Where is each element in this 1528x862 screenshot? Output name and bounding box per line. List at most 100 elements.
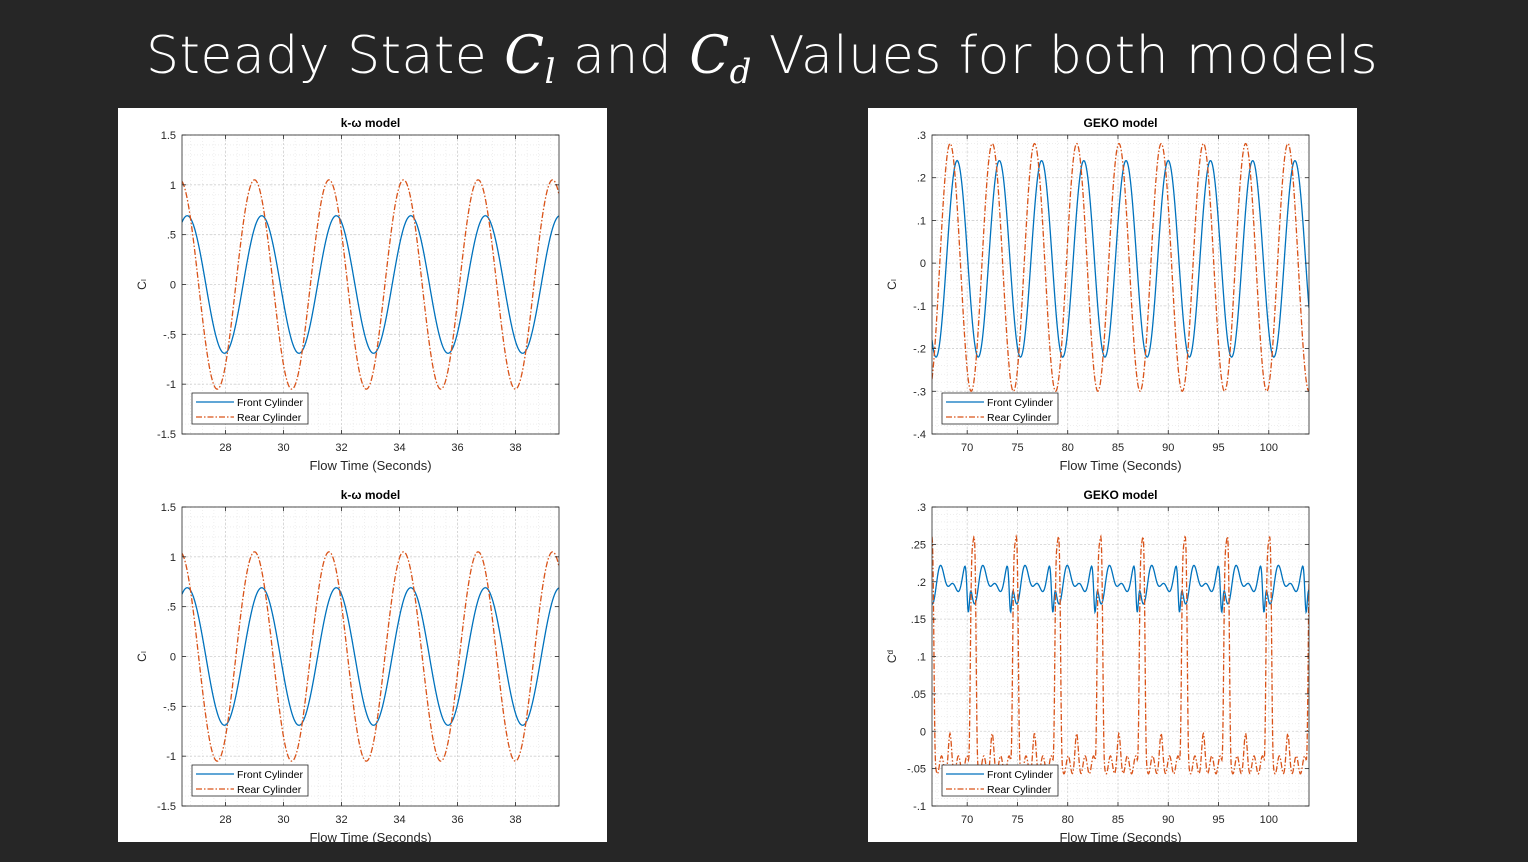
y-tick-label: -1 — [166, 379, 176, 391]
major-grid — [932, 134, 1309, 435]
y-tick-label: -1.5 — [157, 801, 176, 813]
y-tick-label: .2 — [917, 173, 926, 185]
y-tick-label: -.1 — [913, 301, 926, 313]
x-axis-label: Flow Time (Seconds) — [1059, 458, 1181, 473]
chart-title: GEKO model — [1083, 116, 1157, 130]
y-tick-label: .5 — [167, 230, 176, 242]
x-axis-label: Flow Time (Seconds) — [1059, 830, 1181, 845]
x-tick-label: 34 — [393, 814, 405, 826]
y-tick-label: -.5 — [163, 329, 176, 341]
legend-box — [191, 764, 309, 797]
x-tick-label: 90 — [1162, 814, 1174, 826]
y-tick-label: 1 — [170, 180, 176, 192]
x-tick-label: 90 — [1162, 442, 1174, 454]
y-tick-label: 0 — [920, 258, 926, 270]
y-axis-label: Cₗ — [135, 651, 149, 662]
series-line-0 — [932, 159, 1309, 358]
figure-panel-komega: 28 30 32 34 36 38 -1.5 -1 -.5 0.5 1 1.5 k-ω model Flo… — [118, 108, 607, 845]
legend: Front Cylinder Rear Cylinder — [941, 392, 1059, 425]
y-tick-label: .1 — [917, 652, 926, 664]
y-axis-label: Cᵈ — [885, 649, 899, 663]
series-line-1 — [932, 142, 1309, 393]
legend-box — [941, 392, 1059, 425]
y-tick-label: -1 — [166, 751, 176, 763]
x-tick-label: 30 — [277, 814, 289, 826]
x-tick-label: 38 — [509, 814, 521, 826]
y-tick-label: -.5 — [163, 701, 176, 713]
y-tick-label: .5 — [167, 602, 176, 614]
y-axis-label: Cₗ — [135, 279, 149, 290]
figure-panel-geko: 70 75 80 85 90 95 100 -.4 -.3 -.2 -.1 0 .1 .2 .3 GEKO m… — [868, 108, 1357, 845]
series-line-0 — [182, 215, 559, 354]
series-line-0 — [182, 587, 559, 726]
cl-symbol: Cl — [504, 26, 556, 92]
x-tick-label: 30 — [277, 442, 289, 454]
chart-komega-lift-top: 28 30 32 34 36 38 -1.5 -1 -.5 0 .5 1 1.5 k-ω model Flo… — [135, 116, 560, 473]
series-line-1 — [182, 551, 559, 762]
x-tick-label: 75 — [1011, 442, 1023, 454]
y-tick-label: .25 — [911, 539, 926, 551]
title-and: and — [555, 26, 690, 86]
x-tick-label: 70 — [961, 442, 973, 454]
cd-symbol: Cd — [689, 26, 752, 92]
series-line-1 — [182, 179, 559, 390]
major-grid — [932, 506, 1309, 807]
legend: Front Cylinder Rear Cylinder — [191, 392, 309, 425]
legend: Front Cylinder Rear Cylinder — [941, 764, 1059, 797]
chart-title: k-ω model — [341, 116, 400, 130]
x-tick-label: 28 — [219, 442, 231, 454]
x-tick-label: 36 — [451, 814, 463, 826]
chart-title: k-ω model — [341, 488, 400, 502]
y-tick-label: 1 — [170, 552, 176, 564]
x-tick-label: 80 — [1062, 442, 1074, 454]
tick-labels: 70 75 80 85 90 95 100 -.4 -.3 -.2 -.1 0 .1 .2 .3 — [913, 130, 1278, 454]
x-tick-label: 100 — [1260, 442, 1278, 454]
x-tick-label: 95 — [1212, 814, 1224, 826]
y-tick-label: 1.5 — [161, 502, 176, 514]
x-tick-label: 80 — [1062, 814, 1074, 826]
title-prefix: Steady State — [146, 26, 505, 86]
chart-geko-lift: 70 75 80 85 90 95 100 -.4 -.3 -.2 -.1 0 .1 .2 .3 GEKO m… — [885, 116, 1310, 473]
legend-label-1: Rear Cylinder — [237, 784, 302, 796]
legend-label-0: Front Cylinder — [987, 397, 1053, 409]
y-tick-label: 0 — [170, 652, 176, 664]
y-tick-label: 0 — [920, 726, 926, 738]
y-tick-label: .05 — [911, 689, 926, 701]
y-tick-label: 1.5 — [161, 130, 176, 142]
legend-label-0: Front Cylinder — [987, 769, 1053, 781]
tick-labels: 28 30 32 34 36 38 -1.5 -1 -.5 0 .5 1 1.5 — [157, 130, 522, 454]
x-tick-label: 85 — [1112, 442, 1124, 454]
x-tick-label: 36 — [451, 442, 463, 454]
y-tick-label: 0 — [170, 280, 176, 292]
x-tick-label: 95 — [1212, 442, 1224, 454]
legend-label-0: Front Cylinder — [237, 769, 303, 781]
y-tick-label: .15 — [911, 614, 926, 626]
legend-label-1: Rear Cylinder — [237, 412, 302, 424]
y-tick-label: .3 — [917, 130, 926, 142]
legend-box — [191, 392, 309, 425]
x-tick-label: 100 — [1260, 814, 1278, 826]
y-tick-label: -.2 — [913, 344, 926, 356]
x-axis-label: Flow Time (Seconds) — [309, 830, 431, 845]
y-tick-label: .2 — [917, 577, 926, 589]
x-tick-label: 75 — [1011, 814, 1023, 826]
legend-label-1: Rear Cylinder — [987, 412, 1052, 424]
tick-labels: 28 30 32 34 36 38 -1.5 -1 -.5 0 .5 1 1.5 — [157, 502, 522, 826]
y-tick-label: .1 — [917, 215, 926, 227]
y-tick-label: -.4 — [913, 429, 926, 441]
axes-box — [931, 134, 1310, 435]
chart-komega-lift-bottom: 28 30 32 34 36 38 -1.5 -1 -.5 0 .5 1 1.5 k-ω model Flo… — [135, 488, 560, 845]
y-tick-label: -.05 — [907, 764, 926, 776]
tick-labels: 70 75 80 85 90 95 100 -.1 -.05 0 .05 .1 .15 .2 .25 .3 — [907, 502, 1278, 826]
x-tick-label: 70 — [961, 814, 973, 826]
slide-title: Steady State Cl and Cd Values for both m… — [146, 26, 1378, 92]
x-tick-label: 34 — [393, 442, 405, 454]
y-axis-label: Cₗ — [885, 279, 899, 290]
minor-grid — [932, 134, 1310, 435]
x-axis-label: Flow Time (Seconds) — [309, 458, 431, 473]
x-tick-label: 38 — [509, 442, 521, 454]
x-tick-label: 85 — [1112, 814, 1124, 826]
x-tick-label: 32 — [335, 814, 347, 826]
legend: Front Cylinder Rear Cylinder — [191, 764, 309, 797]
y-tick-label: .3 — [917, 502, 926, 514]
